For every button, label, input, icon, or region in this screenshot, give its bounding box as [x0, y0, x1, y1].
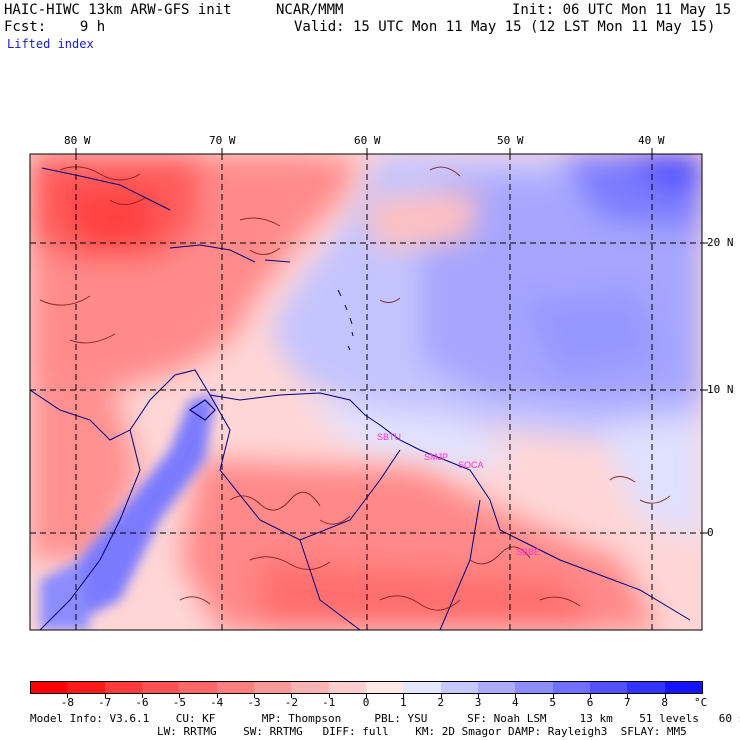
colorbar-tick: [515, 694, 517, 698]
colorbar-cell: [254, 681, 292, 693]
colorbar-tick-label: 8: [661, 696, 668, 709]
colorbar-cell: [142, 681, 180, 693]
colorbar-cell: [515, 681, 554, 693]
colorbar-tick-label: -6: [135, 696, 149, 709]
contour-lines: [39, 166, 671, 611]
lon-label-80w: 80 W: [64, 134, 91, 147]
colorbar-cell: [366, 681, 404, 693]
colorbar-tick: [216, 694, 218, 698]
colorbar-tick: [291, 694, 293, 698]
colorbar-border: [30, 681, 703, 694]
station-sbtu: SBTU: [377, 432, 401, 442]
colorbar-tick: [328, 694, 330, 698]
colorbar-cell: [664, 681, 703, 693]
colorbar-tick-label: -7: [98, 696, 112, 709]
lat-lon-grid: [30, 154, 702, 630]
colorbar-cell: [104, 681, 143, 693]
colorbar-tick-label: -2: [284, 696, 298, 709]
colorbar-cell: [179, 681, 218, 693]
colorbar-tick-label: 0: [362, 696, 370, 709]
colorbar-tick-label: -4: [210, 696, 224, 709]
colorbar-tick: [664, 694, 666, 698]
colorbar-cell: [627, 681, 666, 693]
colorbar-tick: [366, 694, 367, 698]
colorbar-tick: [478, 694, 479, 698]
colorbar-tick-label: 3: [474, 696, 482, 709]
lat-label-20n: 20 N: [707, 236, 734, 249]
model-info-line2: LW: RRTMG SW: RRTMG DIFF: full KM: 2D Sm…: [157, 725, 687, 738]
colorbar-tick-label: -1: [322, 696, 336, 709]
colorbar-cell: [590, 681, 628, 693]
colorbar-tick: [552, 694, 554, 698]
colorbar-cell: [478, 681, 516, 693]
colorbar-cell: [440, 681, 479, 693]
colorbar-tick: [440, 694, 442, 698]
colorbar-tick: [67, 694, 69, 698]
colorbar-tick: [142, 694, 143, 698]
colorbar-tick-label: 4: [512, 696, 519, 709]
colorbar-tick-label: 6: [586, 696, 594, 709]
colorbar-tick-label: 1: [400, 696, 407, 709]
colorbar-tick: [104, 694, 106, 698]
station-soca: SOCA: [458, 460, 484, 470]
colorbar-cell: [30, 681, 68, 693]
colorbar-cell: [328, 681, 367, 693]
init-time: Init: 06 UTC Mon 11 May 15: [512, 2, 732, 18]
lon-label-60w: 60 W: [354, 134, 381, 147]
colorbar-tick-label: 5: [549, 696, 556, 709]
colorbar-tick-label: -8: [60, 696, 74, 709]
colorbar-tick: [254, 694, 255, 698]
coastlines: [30, 167, 691, 630]
map-frame: [29, 153, 703, 631]
station-sbbe: SBBE: [516, 547, 540, 557]
colorbar-cell: [291, 681, 330, 693]
colorbar-cell: [67, 681, 106, 693]
colorbar-tick-label: -5: [172, 696, 186, 709]
lon-label-40w: 40 W: [638, 134, 665, 147]
forecast-hour: Fcst: 9 h: [4, 19, 106, 35]
colorbar-tick-label: 7: [624, 696, 631, 709]
lon-label-50w: 50 W: [497, 134, 524, 147]
colorbar-cell: [403, 681, 442, 693]
colorbar-tick-label: 2: [437, 696, 444, 709]
lat-label-10n: 10 N: [707, 383, 734, 396]
colorbar-tick: [627, 694, 629, 698]
lon-label-70w: 70 W: [209, 134, 236, 147]
colorbar-tick: [403, 694, 405, 698]
stations: SBTU SMJP SOCA SBBE: [377, 432, 540, 557]
colorbar-tick: [590, 694, 591, 698]
model-info-line1: Model Info: V3.6.1 CU: KF MP: Thompson P…: [30, 712, 740, 725]
colorbar-tick: [179, 694, 181, 698]
colorbar-tick-label: -3: [247, 696, 261, 709]
colorbar-cell: [216, 681, 255, 693]
model-title: HAIC-HIWC 13km ARW-GFS init: [4, 2, 232, 18]
station-smjp: SMJP: [424, 452, 448, 462]
lat-label-0: 0: [707, 526, 714, 539]
field-shading: [30, 154, 702, 630]
colorbar-unit: °C: [694, 696, 708, 709]
organization-label: NCAR/MMM: [276, 2, 344, 18]
field-name: Lifted index: [7, 37, 94, 51]
valid-time: Valid: 15 UTC Mon 11 May 15 (12 LST Mon …: [294, 19, 716, 35]
colorbar-cell: [552, 681, 591, 693]
